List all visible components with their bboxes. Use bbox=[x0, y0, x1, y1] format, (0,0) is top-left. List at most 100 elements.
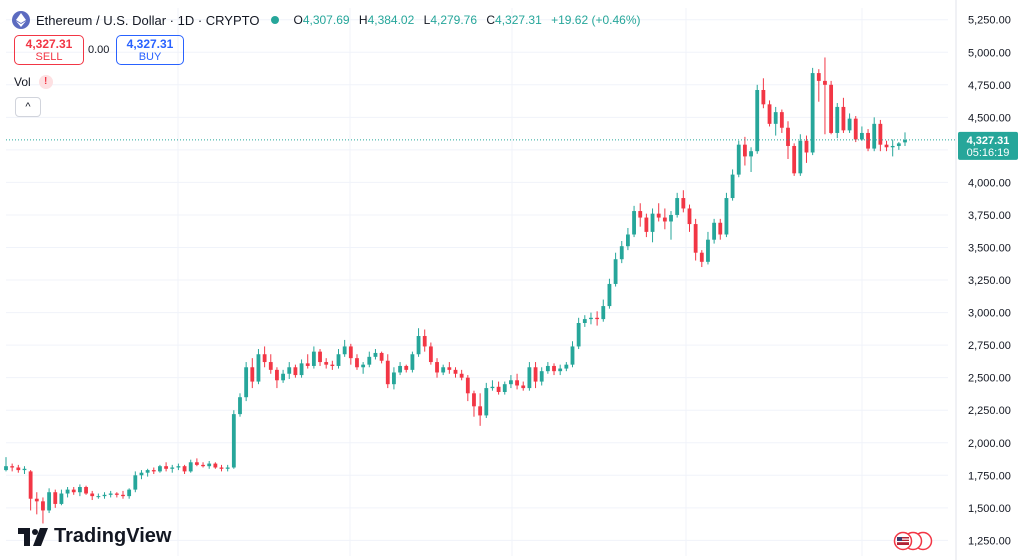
candle[interactable] bbox=[552, 365, 556, 372]
candle[interactable] bbox=[182, 466, 187, 472]
candle[interactable] bbox=[342, 346, 347, 355]
candle[interactable] bbox=[379, 352, 384, 361]
warning-icon[interactable]: ! bbox=[38, 75, 53, 89]
candle[interactable] bbox=[145, 470, 150, 473]
candle[interactable] bbox=[188, 462, 193, 472]
candle[interactable] bbox=[699, 252, 704, 262]
sell-button[interactable]: 4,327.31 SELL bbox=[14, 35, 84, 65]
candle[interactable] bbox=[465, 377, 470, 394]
candle[interactable] bbox=[170, 467, 175, 469]
candle[interactable] bbox=[238, 397, 242, 415]
candle[interactable] bbox=[595, 317, 600, 320]
candle[interactable] bbox=[410, 354, 415, 370]
candle[interactable] bbox=[262, 354, 267, 363]
candle[interactable] bbox=[219, 467, 224, 469]
candle[interactable] bbox=[804, 140, 809, 153]
buy-button[interactable]: 4,327.31 BUY bbox=[116, 35, 184, 65]
candle[interactable] bbox=[570, 346, 575, 365]
candle[interactable] bbox=[650, 213, 655, 232]
candle[interactable] bbox=[422, 336, 427, 347]
candle[interactable] bbox=[662, 217, 667, 222]
candle[interactable] bbox=[841, 106, 846, 131]
candle[interactable] bbox=[878, 123, 883, 145]
candle[interactable] bbox=[416, 336, 421, 355]
candle[interactable] bbox=[545, 365, 550, 372]
candle[interactable] bbox=[866, 132, 870, 149]
candle[interactable] bbox=[71, 489, 76, 493]
candle[interactable] bbox=[896, 143, 901, 146]
candle[interactable] bbox=[250, 367, 255, 382]
candle[interactable] bbox=[792, 145, 797, 174]
candle[interactable] bbox=[496, 386, 501, 392]
candle[interactable] bbox=[853, 118, 858, 140]
candle[interactable] bbox=[164, 466, 169, 469]
candle[interactable] bbox=[398, 365, 402, 373]
candle[interactable] bbox=[225, 467, 230, 469]
candle[interactable] bbox=[96, 496, 101, 498]
candle[interactable] bbox=[28, 471, 33, 499]
candle[interactable] bbox=[367, 356, 372, 365]
candle[interactable] bbox=[194, 462, 199, 465]
candle[interactable] bbox=[736, 144, 741, 175]
candle[interactable] bbox=[428, 346, 433, 363]
candle[interactable] bbox=[53, 492, 58, 504]
candle[interactable] bbox=[730, 174, 735, 199]
candle[interactable] bbox=[706, 239, 710, 262]
candle[interactable] bbox=[158, 466, 162, 472]
candle[interactable] bbox=[176, 466, 181, 468]
candle[interactable] bbox=[669, 214, 673, 222]
candle[interactable] bbox=[490, 386, 495, 389]
candle[interactable] bbox=[34, 498, 39, 502]
candle[interactable] bbox=[127, 489, 132, 497]
candle[interactable] bbox=[121, 494, 125, 497]
candle[interactable] bbox=[632, 211, 636, 235]
candle[interactable] bbox=[884, 144, 889, 148]
candle[interactable] bbox=[847, 118, 852, 131]
candle[interactable] bbox=[453, 369, 458, 374]
candle[interactable] bbox=[4, 466, 8, 471]
candle[interactable] bbox=[515, 380, 519, 386]
candle[interactable] bbox=[385, 360, 390, 385]
candle[interactable] bbox=[102, 494, 107, 497]
candle[interactable] bbox=[693, 224, 698, 253]
candle[interactable] bbox=[613, 259, 618, 284]
candle[interactable] bbox=[742, 144, 747, 157]
candle[interactable] bbox=[835, 106, 840, 133]
candle[interactable] bbox=[268, 362, 273, 370]
candle[interactable] bbox=[767, 104, 772, 124]
candle[interactable] bbox=[281, 373, 285, 381]
candle[interactable] bbox=[601, 306, 606, 320]
candle[interactable] bbox=[478, 406, 483, 416]
candle[interactable] bbox=[786, 127, 790, 146]
candle[interactable] bbox=[675, 198, 680, 215]
candle[interactable] bbox=[207, 463, 212, 467]
candle[interactable] bbox=[441, 367, 446, 373]
candle[interactable] bbox=[779, 112, 784, 128]
candle[interactable] bbox=[447, 367, 452, 370]
candle[interactable] bbox=[472, 393, 476, 407]
candle[interactable] bbox=[564, 364, 569, 369]
candle[interactable] bbox=[755, 90, 760, 152]
candle[interactable] bbox=[681, 198, 686, 209]
candle[interactable] bbox=[10, 466, 15, 468]
candle[interactable] bbox=[114, 493, 119, 495]
candle[interactable] bbox=[139, 472, 144, 476]
candle[interactable] bbox=[656, 213, 661, 218]
candle[interactable] bbox=[213, 463, 218, 468]
candle[interactable] bbox=[626, 234, 630, 247]
candle[interactable] bbox=[59, 493, 64, 504]
candle[interactable] bbox=[798, 140, 803, 174]
candle[interactable] bbox=[293, 367, 298, 376]
candle[interactable] bbox=[589, 317, 593, 320]
symbol-title[interactable]: Ethereum / U.S. Dollar · 1D · CRYPTO bbox=[36, 12, 260, 28]
candle[interactable] bbox=[324, 362, 329, 365]
candle[interactable] bbox=[607, 283, 612, 307]
candle[interactable] bbox=[903, 139, 907, 143]
candle[interactable] bbox=[829, 84, 834, 133]
candle[interactable] bbox=[287, 367, 292, 374]
candle[interactable] bbox=[619, 246, 624, 260]
candle[interactable] bbox=[361, 364, 366, 368]
candle[interactable] bbox=[872, 123, 877, 149]
candle[interactable] bbox=[47, 492, 52, 511]
candle[interactable] bbox=[84, 487, 88, 494]
